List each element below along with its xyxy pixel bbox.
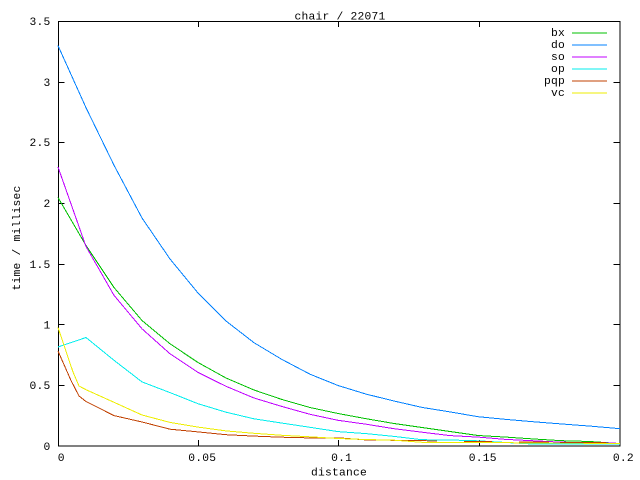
svg-text:bx: bx — [551, 28, 565, 40]
svg-text:3: 3 — [44, 78, 51, 90]
svg-text:op: op — [551, 64, 565, 76]
svg-text:1.5: 1.5 — [30, 260, 51, 272]
svg-text:distance: distance — [311, 468, 367, 480]
svg-text:0.05: 0.05 — [188, 453, 216, 465]
svg-text:0.2: 0.2 — [613, 453, 634, 465]
svg-text:time / millisec: time / millisec — [12, 186, 24, 291]
svg-text:chair / 22071: chair / 22071 — [295, 11, 386, 23]
svg-text:0: 0 — [58, 453, 65, 465]
svg-text:0.1: 0.1 — [331, 453, 352, 465]
svg-text:1: 1 — [44, 321, 51, 333]
svg-text:2.5: 2.5 — [30, 138, 51, 150]
svg-text:do: do — [551, 40, 565, 52]
svg-text:0.5: 0.5 — [30, 381, 51, 393]
svg-text:so: so — [551, 52, 565, 64]
svg-text:pqp: pqp — [544, 76, 565, 88]
svg-text:vc: vc — [551, 88, 565, 100]
svg-text:2: 2 — [44, 199, 51, 211]
svg-text:3.5: 3.5 — [30, 17, 51, 29]
svg-text:0.15: 0.15 — [469, 453, 497, 465]
svg-text:0: 0 — [44, 442, 51, 454]
